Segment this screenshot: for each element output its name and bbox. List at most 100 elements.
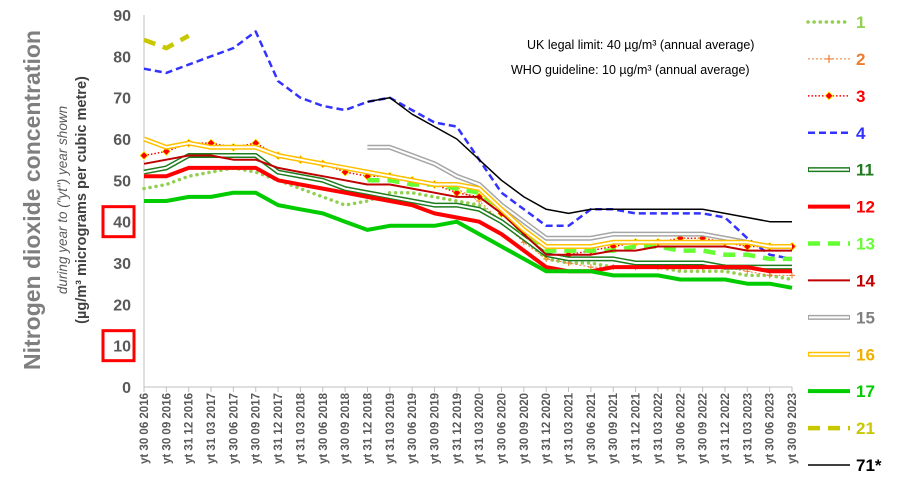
annotations: UK legal limit: 40 µg/m³ (annual average… <box>511 38 754 77</box>
legend-label: 17 <box>856 382 875 401</box>
legend-item-12: 12 <box>808 198 875 217</box>
y-tick-label: 0 <box>122 380 131 397</box>
y-tick-label: 90 <box>113 8 131 25</box>
series-12 <box>144 165 792 274</box>
x-tick-label: yt 30 06 2016 <box>139 393 151 464</box>
x-tick-label: yt 31 12 2016 <box>184 393 196 464</box>
series-line <box>367 96 792 223</box>
x-tick-label: yt 31 12 2017 <box>273 393 285 464</box>
y-tick-label: 50 <box>113 173 131 190</box>
y-tick-label: 10 <box>113 339 131 356</box>
legend-label: 11 <box>856 161 874 180</box>
legend-marker <box>825 54 833 63</box>
y-axis-title: Nitrogen dioxide concentration during ye… <box>19 30 90 370</box>
x-tick-label: yt 31 12 2021 <box>631 392 643 464</box>
series-21 <box>143 33 190 51</box>
x-tick-label: yt 31 03 2021 <box>564 392 576 464</box>
x-tick-label: yt 30 09 2017 <box>251 393 263 464</box>
series-line <box>143 30 793 261</box>
legend-label: 16 <box>856 345 875 364</box>
x-tick-label: yt 30 06 2021 <box>586 392 598 464</box>
x-tick-label: yt 30 09 2020 <box>519 393 531 464</box>
x-tick-label: yt 30 06 2020 <box>497 393 509 464</box>
series-15 <box>367 144 792 249</box>
series-lines <box>139 30 797 290</box>
legend-label: 15 <box>856 308 875 327</box>
legend-label: 2 <box>856 50 865 69</box>
x-tick-label: yt 31 12 2019 <box>452 393 464 464</box>
y-tick-label: 70 <box>113 91 131 108</box>
data-point <box>789 272 795 279</box>
x-tick-label: yt 30 09 2023 <box>787 393 799 464</box>
series-11 <box>143 153 792 270</box>
x-tick-label: yt 31 03 2023 <box>742 393 754 464</box>
series-16 <box>143 136 792 249</box>
legend-label: 12 <box>856 198 875 217</box>
x-tick-label: yt 31 03 2022 <box>653 393 665 464</box>
legend-item-2: 2 <box>808 50 865 69</box>
series-line <box>142 166 794 282</box>
data-point <box>587 264 594 271</box>
data-point <box>139 150 149 161</box>
data-point <box>161 146 171 156</box>
legend-label: 13 <box>856 235 875 254</box>
y-tick-labels: 0 10 20 30 40 50 60 70 80 90 <box>113 8 131 397</box>
legend-marker <box>824 91 834 101</box>
y-tick-label: 30 <box>113 256 131 273</box>
legend-label: 14 <box>856 271 875 290</box>
x-tick-label: yt 30 09 2021 <box>608 392 620 464</box>
legend-label: 71* <box>856 456 882 475</box>
series-4 <box>143 30 793 261</box>
y-tick-label: 40 <box>113 215 131 232</box>
series-line <box>144 190 793 290</box>
series-71 <box>367 96 792 223</box>
legend-item-17: 17 <box>808 382 875 401</box>
legend-item-1: 1 <box>806 13 865 32</box>
legend-item-11: 11 <box>808 161 874 180</box>
x-tick-label: yt 30 09 2016 <box>161 393 173 464</box>
series-line-inner <box>143 138 792 248</box>
legend-item-3: 3 <box>808 87 865 106</box>
legend-item-4: 4 <box>808 124 866 143</box>
legend-label: 4 <box>856 124 866 143</box>
highlight-boxes <box>101 205 136 363</box>
y-tick-label: 80 <box>113 49 131 66</box>
legend-label: 1 <box>856 13 865 32</box>
x-tick-label: yt 30 06 2022 <box>675 393 687 464</box>
x-tick-label: yt 30 09 2018 <box>340 392 352 464</box>
x-tick-label: yt 31 12 2020 <box>541 393 553 464</box>
x-tick-label: yt 30 06 2019 <box>407 393 419 464</box>
x-tick-label: yt 30 09 2019 <box>429 393 441 464</box>
legend-label: 3 <box>856 87 865 106</box>
x-tick-label: yt 31 03 2020 <box>474 393 486 464</box>
x-tick-label: yt 31 12 2018 <box>362 392 374 464</box>
legend-item-71: 71* <box>808 456 882 475</box>
series-line <box>143 154 792 256</box>
y-tick-label: 20 <box>113 297 131 314</box>
x-tick-labels: yt 30 06 2016 yt 30 09 2016 yt 31 12 2016 y… <box>139 392 799 464</box>
legend-label: 21 <box>856 419 875 438</box>
y-axis-title-sub: during year to ("yt") year shown <box>55 106 70 294</box>
series-line <box>144 165 792 274</box>
x-tick-label: yt 30 06 2023 <box>765 393 777 464</box>
y-axis-title-units: (µg/m³ micrograms per cubic metre) <box>74 76 90 324</box>
series-line <box>143 33 190 51</box>
legend-item-13: 13 <box>808 235 875 254</box>
y-axis-title-main: Nitrogen dioxide concentration <box>19 30 45 370</box>
annotation-uk-limit: UK legal limit: 40 µg/m³ (annual average… <box>527 38 754 52</box>
x-tick-label: yt 31 03 2018 <box>295 392 307 464</box>
x-tick-label: yt 31 03 2017 <box>206 393 218 464</box>
x-tick-label: yt 30 06 2018 <box>318 392 330 464</box>
x-tick-label: yt 30 09 2022 <box>698 393 710 464</box>
series-14 <box>143 154 792 256</box>
series-17 <box>144 190 793 290</box>
series-1 <box>142 166 794 282</box>
legend-item-15: 15 <box>808 308 875 327</box>
y-tick-label: 60 <box>113 132 131 149</box>
data-point <box>766 272 773 279</box>
series-line-inner <box>367 146 792 248</box>
legend-item-14: 14 <box>808 271 875 290</box>
x-tick-label: yt 30 06 2017 <box>228 393 240 464</box>
